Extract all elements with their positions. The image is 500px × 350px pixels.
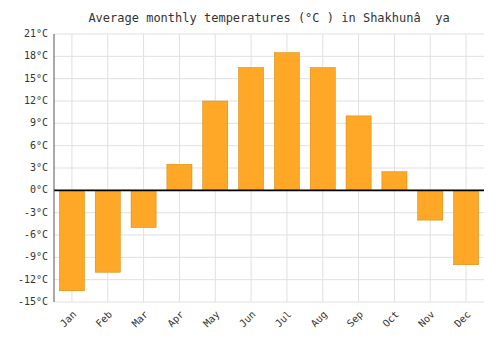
x-tick-label: Apr (165, 309, 186, 330)
y-tick-label: 3°C (30, 162, 48, 173)
y-tick-label: 21°C (24, 28, 48, 39)
x-grid-line (394, 34, 395, 302)
x-tick-label: Jun (237, 309, 258, 330)
y-tick-label: 6°C (30, 140, 48, 151)
x-tick-label: Dec (452, 309, 473, 330)
x-tick-label: Jul (273, 309, 294, 330)
y-tick-label: 9°C (30, 117, 48, 128)
grid (54, 34, 484, 302)
bar (95, 190, 120, 272)
bar (203, 101, 228, 190)
y-grid-line (54, 34, 484, 35)
x-grid-line (143, 34, 144, 302)
bar (346, 116, 371, 190)
y-tick-label: -6°C (24, 229, 48, 240)
x-tick-label: May (201, 309, 222, 330)
zero-line (54, 189, 484, 191)
bar (167, 164, 192, 190)
background (0, 0, 500, 350)
bars (59, 53, 478, 291)
x-tick-label: Nov (416, 309, 437, 330)
x-tick-label: Feb (94, 309, 115, 330)
bar (382, 172, 407, 191)
y-tick-label: -12°C (18, 274, 48, 285)
x-tick-label: Jan (58, 309, 79, 330)
y-grid-line (54, 56, 484, 57)
x-tick-label: Sep (345, 309, 366, 330)
chart: -15°C -12°C -9°C -6°C -3°C 0°C 3°C 6°C 9°C 12°C 15… (0, 0, 500, 350)
y-tick-label: -15°C (18, 296, 48, 307)
bar (454, 190, 479, 264)
y-grid-line (54, 168, 484, 169)
y-grid-line (54, 123, 484, 124)
bar (131, 190, 156, 227)
bar (274, 53, 299, 191)
bar (239, 68, 264, 191)
bar (310, 68, 335, 191)
y-axis-line (54, 34, 55, 302)
bar (418, 190, 443, 220)
y-tick-label: 15°C (24, 73, 48, 84)
y-grid-line (54, 302, 484, 303)
x-tick-label: Aug (309, 309, 330, 330)
x-tick-label: Oct (380, 309, 401, 330)
y-grid-line (54, 78, 484, 79)
y-grid-line (54, 279, 484, 280)
y-tick-label: 12°C (24, 95, 48, 106)
y-grid-line (54, 190, 484, 191)
y-tick-label: 0°C (30, 184, 48, 195)
y-tick-label: -3°C (24, 207, 48, 218)
title: Average monthly temperatures (°C ) in Sh… (88, 11, 449, 25)
y-grid-line (54, 101, 484, 102)
x-grid-line (430, 34, 431, 302)
x-tick-label: Mar (130, 309, 151, 330)
y-grid-line (54, 145, 484, 146)
bar (59, 190, 84, 290)
y-tick-label: -9°C (24, 251, 48, 262)
y-tick-label: 18°C (24, 50, 48, 61)
